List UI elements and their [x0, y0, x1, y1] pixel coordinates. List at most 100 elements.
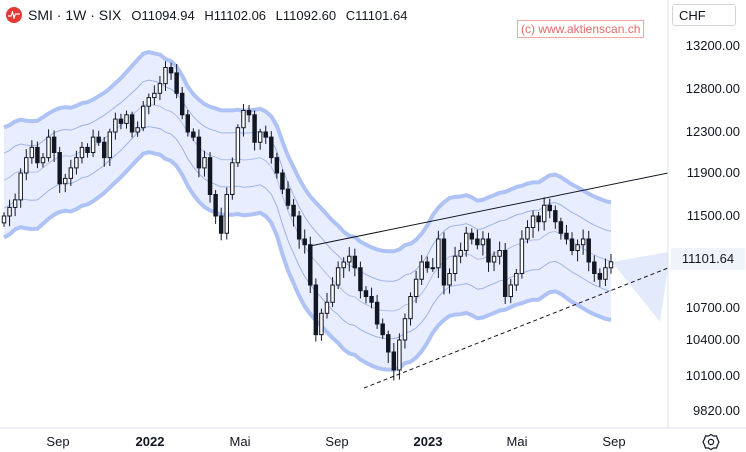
- candle[interactable]: [447, 268, 452, 294]
- candle[interactable]: [152, 85, 157, 105]
- candle[interactable]: [508, 279, 513, 304]
- candle[interactable]: [196, 129, 202, 178]
- candle[interactable]: [96, 130, 101, 146]
- candle[interactable]: [168, 62, 174, 80]
- candle[interactable]: [458, 242, 463, 264]
- candle[interactable]: [597, 268, 603, 287]
- candle[interactable]: [213, 190, 218, 224]
- candle[interactable]: [525, 220, 530, 244]
- candles[interactable]: [1, 61, 614, 381]
- candle[interactable]: [280, 169, 285, 194]
- candle[interactable]: [46, 129, 51, 162]
- candle[interactable]: [124, 110, 129, 129]
- candle[interactable]: [218, 207, 224, 241]
- candle[interactable]: [402, 313, 408, 349]
- candle[interactable]: [475, 229, 480, 250]
- candle[interactable]: [363, 286, 369, 304]
- candle[interactable]: [79, 141, 85, 164]
- candle[interactable]: [308, 236, 313, 294]
- candle[interactable]: [90, 129, 96, 157]
- candle[interactable]: [586, 230, 591, 272]
- candle[interactable]: [580, 229, 586, 255]
- candle[interactable]: [480, 231, 486, 256]
- candle[interactable]: [74, 150, 79, 175]
- candle[interactable]: [486, 232, 491, 272]
- candle[interactable]: [324, 292, 330, 319]
- candle[interactable]: [179, 86, 185, 120]
- candle[interactable]: [592, 255, 597, 282]
- candle[interactable]: [502, 243, 508, 304]
- candle[interactable]: [274, 152, 280, 179]
- candle[interactable]: [102, 137, 107, 167]
- candle[interactable]: [608, 253, 614, 274]
- candle[interactable]: [408, 292, 413, 326]
- candle[interactable]: [163, 61, 168, 91]
- candle[interactable]: [430, 258, 436, 272]
- candle[interactable]: [107, 128, 113, 167]
- candle[interactable]: [413, 270, 419, 304]
- candle[interactable]: [519, 230, 525, 279]
- candle[interactable]: [497, 241, 502, 265]
- candle[interactable]: [241, 103, 246, 137]
- candle[interactable]: [235, 124, 241, 167]
- candle[interactable]: [230, 157, 235, 200]
- candle[interactable]: [530, 210, 536, 238]
- candle[interactable]: [397, 333, 402, 380]
- candle[interactable]: [380, 318, 385, 339]
- candle[interactable]: [569, 232, 575, 256]
- candle[interactable]: [35, 141, 40, 169]
- candle[interactable]: [118, 113, 124, 130]
- candle[interactable]: [63, 173, 68, 193]
- candle[interactable]: [603, 258, 608, 287]
- candle[interactable]: [547, 198, 552, 219]
- candle[interactable]: [419, 255, 424, 285]
- candle[interactable]: [263, 125, 268, 144]
- candle[interactable]: [352, 248, 358, 277]
- candle[interactable]: [1, 212, 7, 227]
- candle[interactable]: [157, 75, 163, 101]
- candle[interactable]: [257, 128, 263, 150]
- candle[interactable]: [302, 229, 307, 254]
- candle[interactable]: [296, 211, 302, 249]
- candle[interactable]: [558, 217, 564, 240]
- candle[interactable]: [374, 294, 380, 329]
- candle[interactable]: [491, 251, 497, 272]
- candle[interactable]: [202, 150, 207, 177]
- candle[interactable]: [207, 152, 213, 203]
- candle[interactable]: [313, 278, 319, 342]
- candle[interactable]: [347, 247, 352, 272]
- candle[interactable]: [386, 330, 391, 364]
- candle[interactable]: [146, 93, 152, 115]
- candle[interactable]: [541, 197, 547, 231]
- candle[interactable]: [514, 269, 519, 291]
- candle[interactable]: [330, 277, 335, 308]
- candle[interactable]: [564, 224, 569, 245]
- candle[interactable]: [24, 149, 29, 181]
- candle[interactable]: [553, 205, 558, 229]
- candle[interactable]: [391, 343, 397, 381]
- candle[interactable]: [369, 287, 374, 309]
- gear-icon[interactable]: [702, 433, 720, 451]
- candle[interactable]: [246, 105, 252, 123]
- symbol-title[interactable]: SMI · 1W · SIX: [28, 7, 122, 23]
- candle[interactable]: [51, 130, 57, 162]
- candle[interactable]: [285, 181, 291, 210]
- candle[interactable]: [452, 246, 458, 282]
- candle[interactable]: [269, 131, 274, 164]
- candle[interactable]: [575, 239, 580, 262]
- candle[interactable]: [12, 193, 18, 217]
- candle[interactable]: [85, 143, 90, 158]
- candle[interactable]: [224, 187, 229, 240]
- candle[interactable]: [129, 111, 135, 138]
- candle[interactable]: [185, 109, 190, 137]
- candle[interactable]: [536, 212, 541, 232]
- currency-selector[interactable]: CHF: [672, 4, 736, 26]
- candle[interactable]: [436, 230, 441, 278]
- candle[interactable]: [18, 168, 23, 208]
- candle[interactable]: [174, 64, 179, 99]
- candle[interactable]: [441, 232, 447, 295]
- candle[interactable]: [425, 256, 430, 273]
- candle[interactable]: [40, 153, 46, 168]
- candle[interactable]: [191, 128, 196, 141]
